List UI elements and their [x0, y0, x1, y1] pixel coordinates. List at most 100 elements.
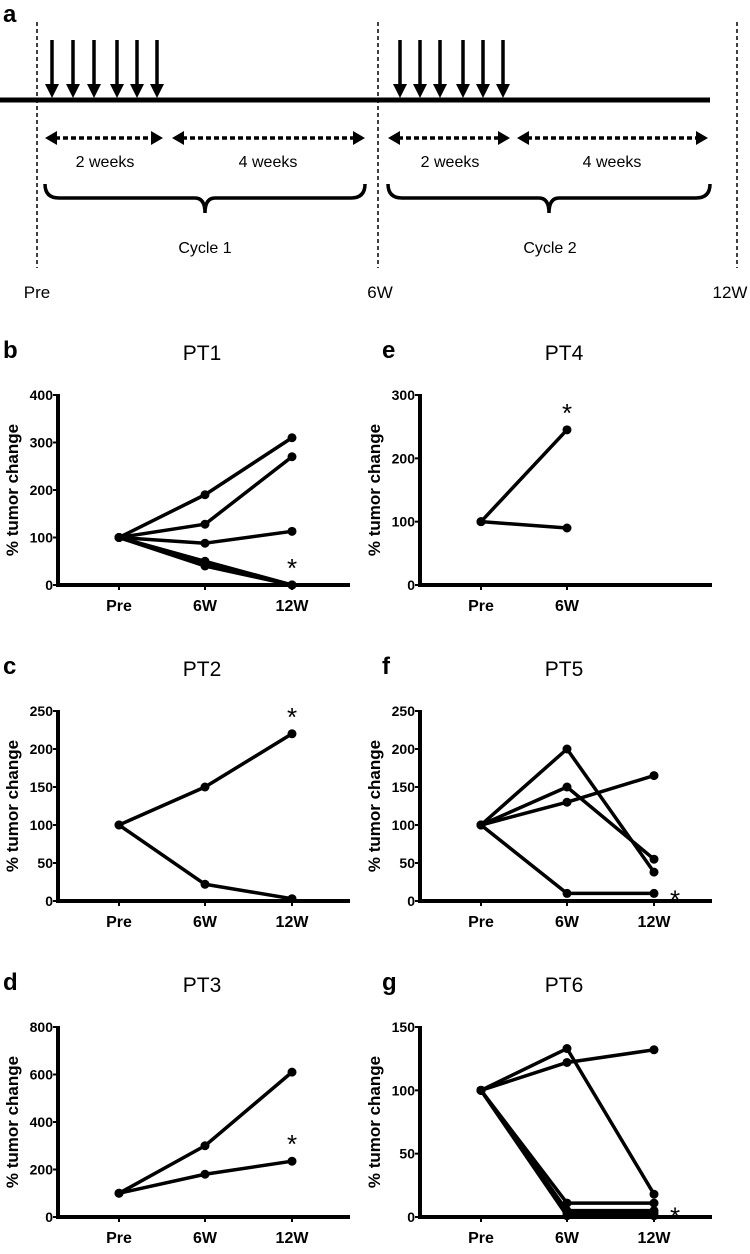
data-point [562, 744, 572, 754]
chart-title: PT5 [545, 658, 584, 681]
y-tick-label: 150 [392, 779, 416, 795]
data-point [562, 1044, 572, 1054]
data-point [200, 519, 210, 529]
series-line [479, 1089, 654, 1205]
y-tick-label: 150 [392, 1019, 416, 1035]
y-axis-label: % tumor change [365, 424, 384, 556]
data-point [287, 452, 297, 462]
series-2 [476, 782, 659, 864]
data-point [200, 490, 210, 500]
panel-letter: f [382, 653, 391, 680]
series-5 [476, 1085, 659, 1218]
data-point [649, 854, 659, 864]
treatment-arrow-icon [476, 40, 490, 98]
x-tick-label: Pre [468, 598, 494, 615]
y-tick-label: 0 [407, 1209, 415, 1225]
x-tick-label: 12W [638, 1230, 672, 1247]
y-tick-label: 400 [30, 1114, 54, 1130]
y-tick-label: 100 [30, 817, 54, 833]
panel-letter: c [3, 653, 16, 680]
panel-letter: e [382, 337, 395, 364]
chart-panel-b: b PT1 0 100 200 300 400 Pre 6W 12W % tumor change * [3, 337, 350, 615]
timepoint-label: 12W [713, 283, 748, 302]
y-axis-label: % tumor change [3, 1056, 22, 1188]
chart-panel-d: d PT3 0 200 400 600 800 Pre 6W 12W % tumor change * [3, 969, 350, 1247]
series-4 [476, 820, 659, 898]
interval-label: 4 weeks [239, 154, 298, 171]
y-tick-label: 800 [30, 1019, 54, 1035]
treatment-arrow-icon [150, 40, 164, 98]
y-axis-label: % tumor change [365, 740, 384, 872]
series-3 [476, 771, 659, 830]
data-point [649, 867, 659, 877]
y-tick-label: 100 [392, 1082, 416, 1098]
x-tick-label: Pre [106, 598, 132, 615]
data-point [649, 1198, 659, 1208]
x-tick-label: 12W [276, 914, 310, 931]
cycle-label: Cycle 2 [523, 240, 576, 257]
timepoint-label: Pre [24, 283, 50, 302]
panel-letter: b [3, 337, 18, 364]
data-point [649, 888, 659, 898]
treatment-arrow-icon [45, 40, 59, 98]
panel-a-schedule: a 2 weeks 4 weeks 2 weeks 4 weeks Cycle 1 Cycl… [0, 1, 747, 302]
x-tick-label: 12W [276, 1230, 310, 1247]
interval-label: 2 weeks [421, 154, 480, 171]
interval-double-arrow-icon [172, 131, 365, 145]
series-line [118, 732, 293, 827]
significance-asterisk: * [670, 1202, 680, 1232]
significance-asterisk: * [287, 702, 297, 732]
y-tick-label: 200 [392, 450, 416, 466]
y-tick-label: 0 [45, 577, 53, 593]
series-1 [476, 425, 572, 527]
data-point [649, 771, 659, 781]
timepoint-label: 6W [367, 283, 393, 302]
series-line [480, 1046, 656, 1196]
treatment-arrow-icon [110, 40, 124, 98]
data-point [200, 561, 210, 571]
significance-asterisk: * [562, 398, 572, 428]
y-tick-label: 200 [30, 482, 54, 498]
treatment-arrow-icon [393, 40, 407, 98]
treatment-arrow-icon [413, 40, 427, 98]
series-4 [476, 1085, 659, 1216]
chart-panel-e: e PT4 0 100 200 300 Pre 6W % tumor change * [365, 337, 712, 615]
data-point [287, 1156, 297, 1166]
x-tick-label: 6W [193, 914, 218, 931]
data-point [476, 820, 486, 830]
data-point [562, 782, 572, 792]
y-tick-label: 50 [399, 855, 415, 871]
panel-letter: d [3, 969, 18, 996]
data-point [200, 782, 210, 792]
data-point [562, 797, 572, 807]
x-tick-label: 6W [193, 598, 218, 615]
panel-letter: g [382, 969, 397, 996]
panel-letter: a [3, 1, 17, 28]
y-tick-label: 100 [30, 530, 54, 546]
y-axis-label: % tumor change [3, 740, 22, 872]
data-point [562, 425, 572, 435]
significance-asterisk: * [287, 553, 297, 583]
x-tick-label: Pre [106, 1230, 132, 1247]
significance-asterisk: * [287, 1129, 297, 1159]
x-tick-label: 6W [555, 598, 580, 615]
series-1 [476, 744, 659, 877]
data-point [200, 1169, 210, 1179]
series-2 [114, 1156, 297, 1198]
x-tick-label: 6W [555, 1230, 580, 1247]
data-point [562, 523, 572, 533]
x-tick-label: Pre [468, 1230, 494, 1247]
data-point [649, 1211, 659, 1221]
data-point [649, 1045, 659, 1055]
data-point [200, 879, 210, 889]
cycle-brace [43, 183, 367, 214]
y-tick-label: 50 [399, 1146, 415, 1162]
significance-asterisk: * [670, 884, 680, 914]
data-point [200, 538, 210, 548]
y-tick-label: 50 [37, 855, 53, 871]
series-1 [114, 729, 297, 830]
interval-label: 4 weeks [583, 154, 642, 171]
treatment-arrow-icon [66, 40, 80, 98]
chart-panel-c: c PT2 0 50 100 150 200 250 Pre 6W 12W % tumor chang… [3, 653, 350, 931]
